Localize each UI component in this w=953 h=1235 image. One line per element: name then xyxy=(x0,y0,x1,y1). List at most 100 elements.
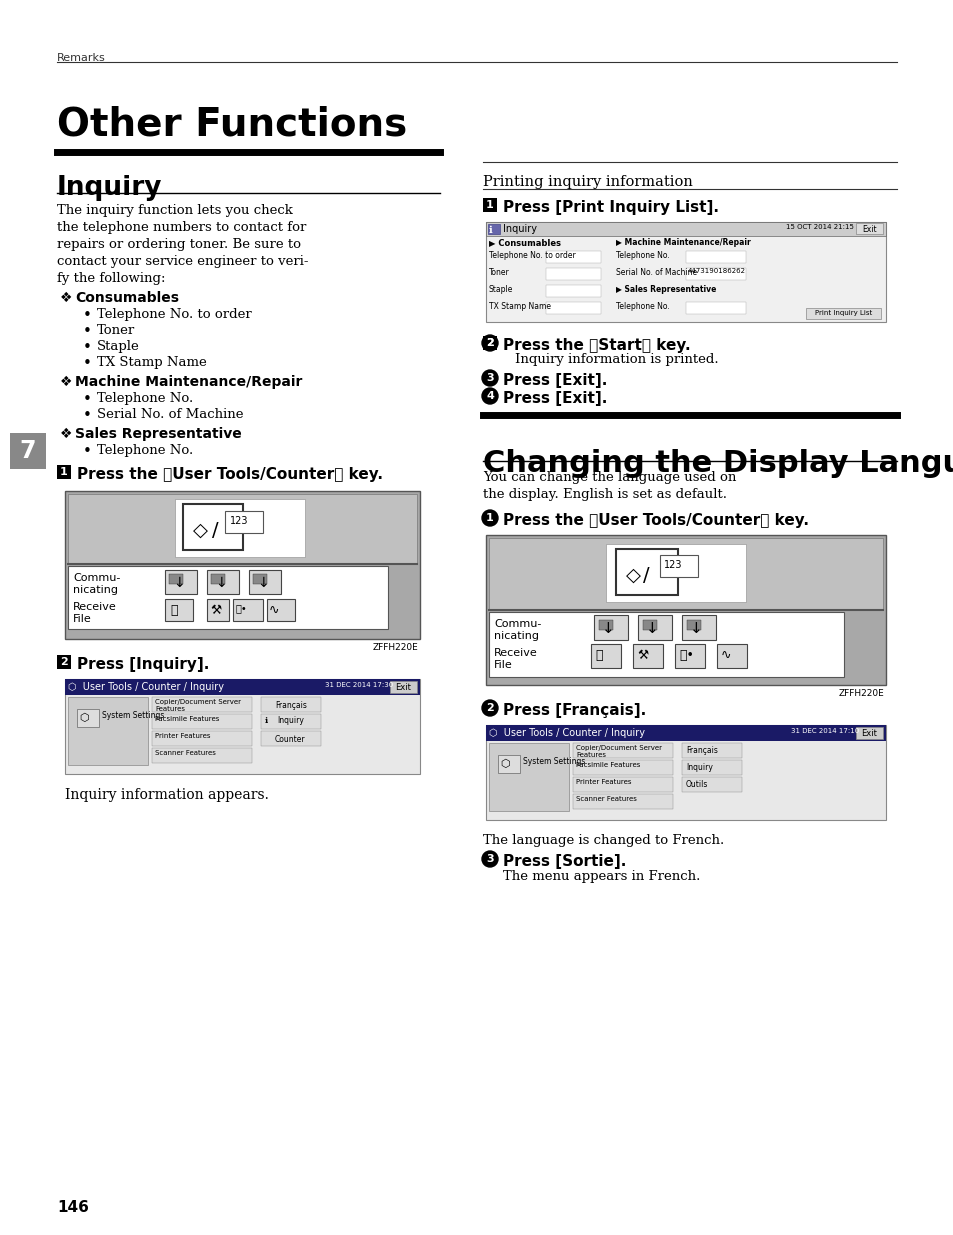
Bar xyxy=(57,466,71,479)
Bar xyxy=(685,268,745,280)
Bar xyxy=(165,571,196,594)
Text: Press [Print Inquiry List].: Press [Print Inquiry List]. xyxy=(502,200,719,215)
Text: The menu appears in French.: The menu appears in French. xyxy=(502,869,700,883)
Text: •: • xyxy=(83,356,91,370)
Text: 1: 1 xyxy=(486,200,494,210)
Circle shape xyxy=(481,335,497,351)
Text: 7: 7 xyxy=(20,438,36,463)
Text: ⬡  User Tools / Counter / Inquiry: ⬡ User Tools / Counter / Inquiry xyxy=(68,682,224,692)
Text: You can change the language used on: You can change the language used on xyxy=(482,471,736,484)
Text: 123: 123 xyxy=(663,559,681,571)
Text: ↓: ↓ xyxy=(214,576,227,590)
Text: Other Functions: Other Functions xyxy=(57,105,407,143)
Bar xyxy=(545,251,600,263)
Text: Print Inquiry List: Print Inquiry List xyxy=(815,310,872,316)
Bar xyxy=(253,574,267,584)
Text: ⬡  User Tools / Counter / Inquiry: ⬡ User Tools / Counter / Inquiry xyxy=(489,727,644,739)
Text: 2: 2 xyxy=(486,338,494,348)
Bar xyxy=(633,643,662,668)
Text: Receive
File: Receive File xyxy=(73,601,116,625)
Text: ↓: ↓ xyxy=(601,621,614,636)
Bar xyxy=(267,599,294,621)
Text: ❖: ❖ xyxy=(60,291,72,305)
Bar xyxy=(68,566,388,629)
Bar xyxy=(605,543,745,601)
Bar xyxy=(207,571,239,594)
Text: ⬡: ⬡ xyxy=(79,713,89,722)
Text: ∿: ∿ xyxy=(269,604,279,618)
Bar xyxy=(485,535,885,685)
Text: ▶ Machine Maintenance/Repair: ▶ Machine Maintenance/Repair xyxy=(616,238,750,247)
Text: 4473190186262: 4473190186262 xyxy=(687,268,745,274)
Bar xyxy=(681,777,741,792)
Bar xyxy=(65,492,419,638)
Bar xyxy=(485,222,885,236)
Bar xyxy=(681,743,741,758)
Bar xyxy=(573,794,672,809)
Circle shape xyxy=(481,388,497,404)
Text: Scanner Features: Scanner Features xyxy=(576,797,637,802)
Text: ZFFH220E: ZFFH220E xyxy=(372,643,417,652)
Text: Press [Exit].: Press [Exit]. xyxy=(502,373,607,388)
Text: Remarks: Remarks xyxy=(57,53,106,63)
Bar xyxy=(249,571,281,594)
Bar xyxy=(855,727,882,739)
Text: the telephone numbers to contact for: the telephone numbers to contact for xyxy=(57,221,306,233)
Text: The inquiry function lets you check: The inquiry function lets you check xyxy=(57,204,293,217)
Text: ❖: ❖ xyxy=(60,427,72,441)
Text: Exit: Exit xyxy=(862,225,877,233)
Text: ⚒: ⚒ xyxy=(637,650,648,662)
Text: ▶ Sales Representative: ▶ Sales Representative xyxy=(616,285,716,294)
Bar xyxy=(207,599,229,621)
Bar xyxy=(485,725,885,741)
Text: ℹ: ℹ xyxy=(265,716,268,725)
Text: Exit: Exit xyxy=(395,683,411,692)
Text: Facsimile Features: Facsimile Features xyxy=(576,762,639,768)
Bar xyxy=(482,336,497,350)
Text: Exit: Exit xyxy=(861,729,876,739)
Text: ↓: ↓ xyxy=(645,621,659,636)
Bar xyxy=(855,224,882,233)
Circle shape xyxy=(481,851,497,867)
Text: ⎙•: ⎙• xyxy=(679,650,693,662)
Text: •: • xyxy=(83,324,91,338)
Text: ⎕: ⎕ xyxy=(170,604,177,618)
Text: Press the 【User Tools/Counter】 key.: Press the 【User Tools/Counter】 key. xyxy=(77,467,382,482)
Text: Telephone No.: Telephone No. xyxy=(616,303,669,311)
Text: Machine Maintenance/Repair: Machine Maintenance/Repair xyxy=(75,375,302,389)
Text: Telephone No. to order: Telephone No. to order xyxy=(489,251,576,261)
Text: Copier/Document Server: Copier/Document Server xyxy=(576,745,661,751)
Bar xyxy=(65,679,419,774)
Text: •: • xyxy=(83,445,91,459)
Bar xyxy=(183,504,243,550)
Text: 2: 2 xyxy=(60,657,68,667)
Bar xyxy=(261,731,320,746)
Bar xyxy=(211,574,225,584)
Bar xyxy=(545,285,600,296)
Text: ℹ: ℹ xyxy=(489,225,493,235)
Text: 31 DEC 2014 17:30: 31 DEC 2014 17:30 xyxy=(325,682,393,688)
Text: Staple: Staple xyxy=(97,340,139,353)
Text: Telephone No.: Telephone No. xyxy=(97,445,193,457)
Text: 1: 1 xyxy=(60,467,68,477)
Bar xyxy=(152,748,252,763)
Bar xyxy=(390,680,416,693)
Text: Changing the Display Language: Changing the Display Language xyxy=(482,450,953,478)
Text: Inquiry: Inquiry xyxy=(57,175,162,201)
Text: ↓: ↓ xyxy=(256,576,269,590)
Text: ⚒: ⚒ xyxy=(210,604,221,618)
Bar xyxy=(77,709,99,727)
Bar xyxy=(482,198,497,212)
Bar xyxy=(598,620,613,630)
Text: ◇: ◇ xyxy=(193,521,208,540)
Text: Press [Français].: Press [Français]. xyxy=(502,703,645,718)
Text: •: • xyxy=(83,391,91,408)
Text: Toner: Toner xyxy=(489,268,509,277)
Circle shape xyxy=(481,370,497,387)
Text: Features: Features xyxy=(154,706,185,713)
Text: repairs or ordering toner. Be sure to: repairs or ordering toner. Be sure to xyxy=(57,238,301,251)
Bar xyxy=(545,268,600,280)
Bar xyxy=(489,743,568,811)
Bar xyxy=(65,679,419,695)
Text: ∿: ∿ xyxy=(720,650,731,662)
